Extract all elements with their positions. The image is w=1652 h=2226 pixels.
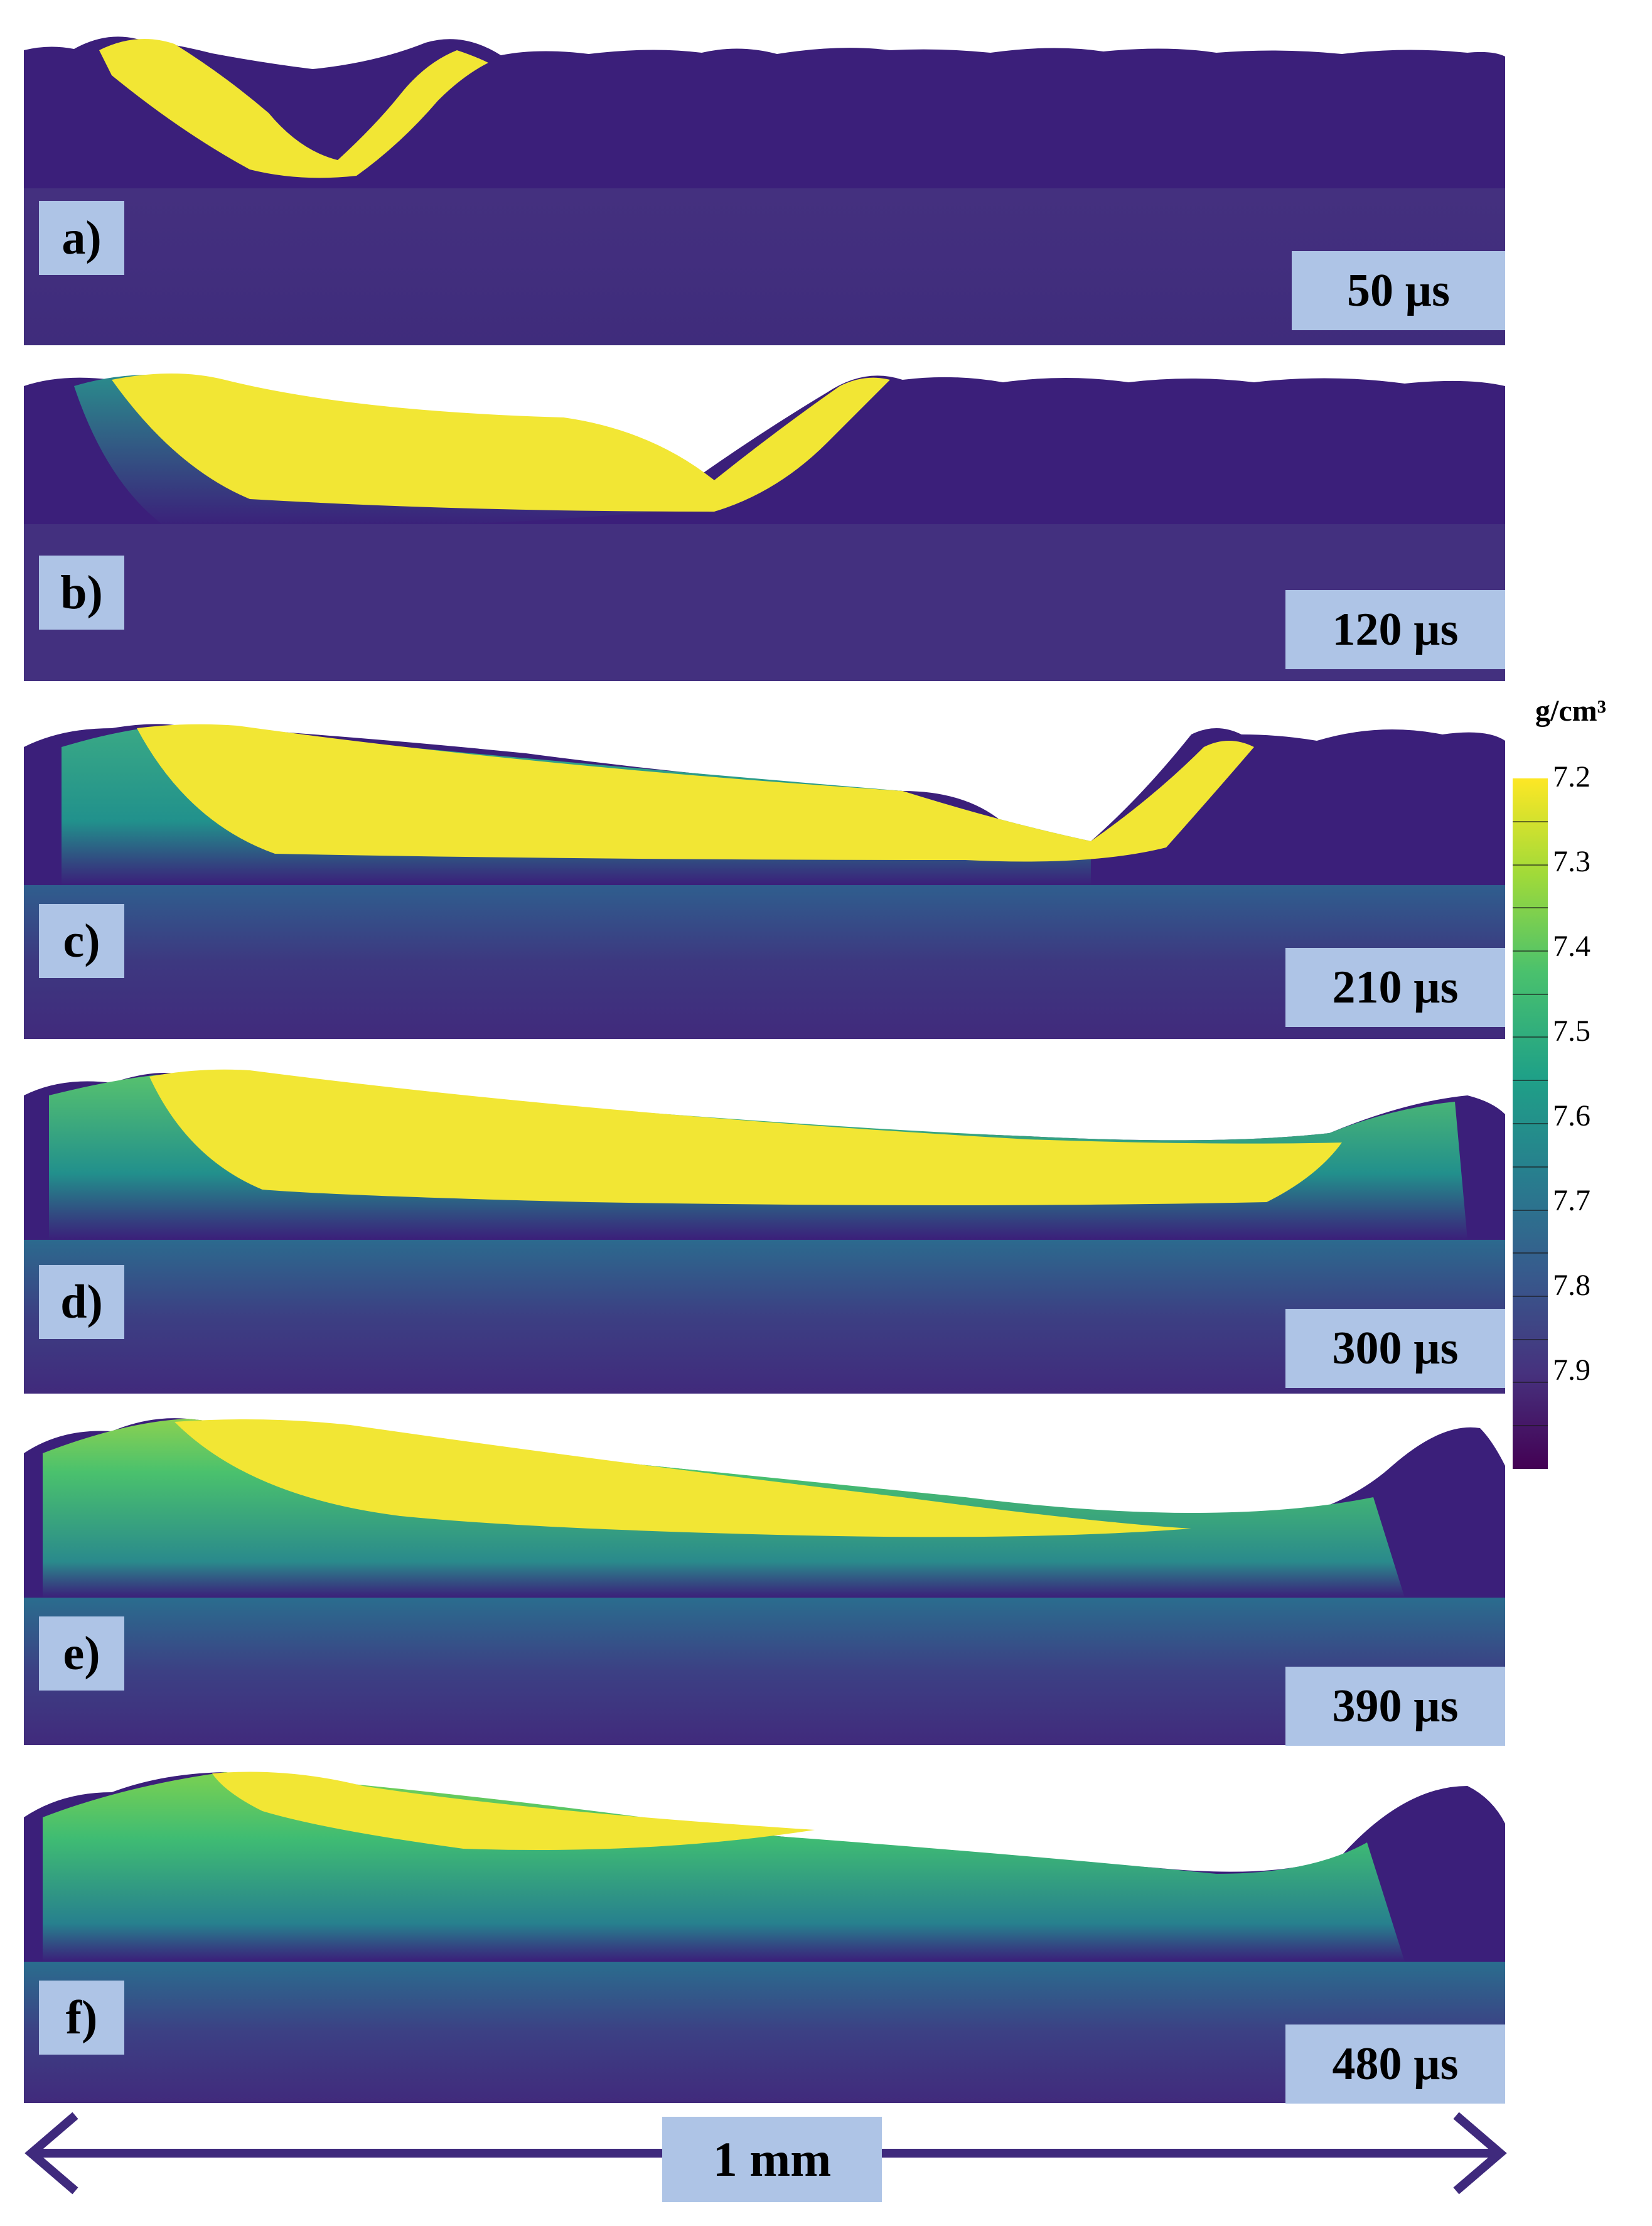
- melt-pool: [137, 724, 1254, 862]
- colorbar-tick: 7.6: [1553, 1099, 1590, 1132]
- panel-b: b) 120 µs: [24, 355, 1505, 681]
- density-field-a: [24, 36, 1505, 345]
- panel-letter: d): [39, 1265, 124, 1339]
- time-label: 480 µs: [1285, 2024, 1505, 2104]
- colorbar-tick: 7.8: [1553, 1269, 1590, 1302]
- time-label: 300 µs: [1285, 1309, 1505, 1388]
- colorbar-tick: 7.4: [1553, 930, 1590, 963]
- density-field-b: [24, 374, 1505, 681]
- colorbar-gradient: [1513, 778, 1548, 1469]
- substrate: [24, 1598, 1505, 1745]
- panel-e: e) 390 µs: [24, 1403, 1505, 1746]
- powder-layer: [24, 36, 1505, 189]
- panel-c: c) 210 µs: [24, 697, 1505, 1039]
- colorbar: g/cm³ 7.2 7.3 7.4 7: [1513, 694, 1652, 1469]
- colorbar-tick: 7.3: [1553, 845, 1590, 878]
- melt-pool: [212, 1772, 815, 1850]
- panel-letter: e): [39, 1616, 124, 1691]
- colorbar-unit: g/cm³: [1535, 694, 1607, 728]
- panel-letter: f): [39, 1981, 124, 2055]
- substrate: [24, 524, 1505, 681]
- panel-letter: c): [39, 904, 124, 978]
- time-label: 210 µs: [1285, 948, 1505, 1027]
- substrate: [24, 1240, 1505, 1394]
- colorbar-tick: 7.5: [1553, 1014, 1590, 1048]
- time-label: 390 µs: [1285, 1667, 1505, 1746]
- substrate: [24, 188, 1505, 345]
- panel-d: d) 300 µs: [24, 1051, 1505, 1394]
- substrate: [24, 1962, 1505, 2103]
- colorbar-tick: 7.2: [1553, 760, 1590, 793]
- colorbar-tick: 7.7: [1553, 1184, 1590, 1217]
- density-field-f: [24, 1772, 1505, 2103]
- scale-label: 1 mm: [662, 2117, 882, 2202]
- panel-letter: b): [39, 556, 124, 630]
- panel-a: a) 50 µs: [24, 25, 1505, 345]
- scale-bar: 1 mm: [19, 2103, 1513, 2203]
- panel-letter: a): [39, 201, 124, 275]
- melt-pool: [149, 1069, 1342, 1205]
- density-field-c: [24, 724, 1505, 1039]
- panel-f: f) 480 µs: [24, 1761, 1505, 2104]
- melt-pool: [112, 374, 890, 512]
- melt-pool: [99, 39, 488, 178]
- substrate: [24, 885, 1505, 1039]
- time-label: 50 µs: [1292, 251, 1505, 330]
- density-field-d: [24, 1069, 1505, 1394]
- time-label: 120 µs: [1285, 590, 1505, 669]
- density-field-e: [24, 1418, 1505, 1745]
- colorbar-tick: 7.9: [1553, 1353, 1590, 1387]
- melt-pool: [174, 1419, 1191, 1537]
